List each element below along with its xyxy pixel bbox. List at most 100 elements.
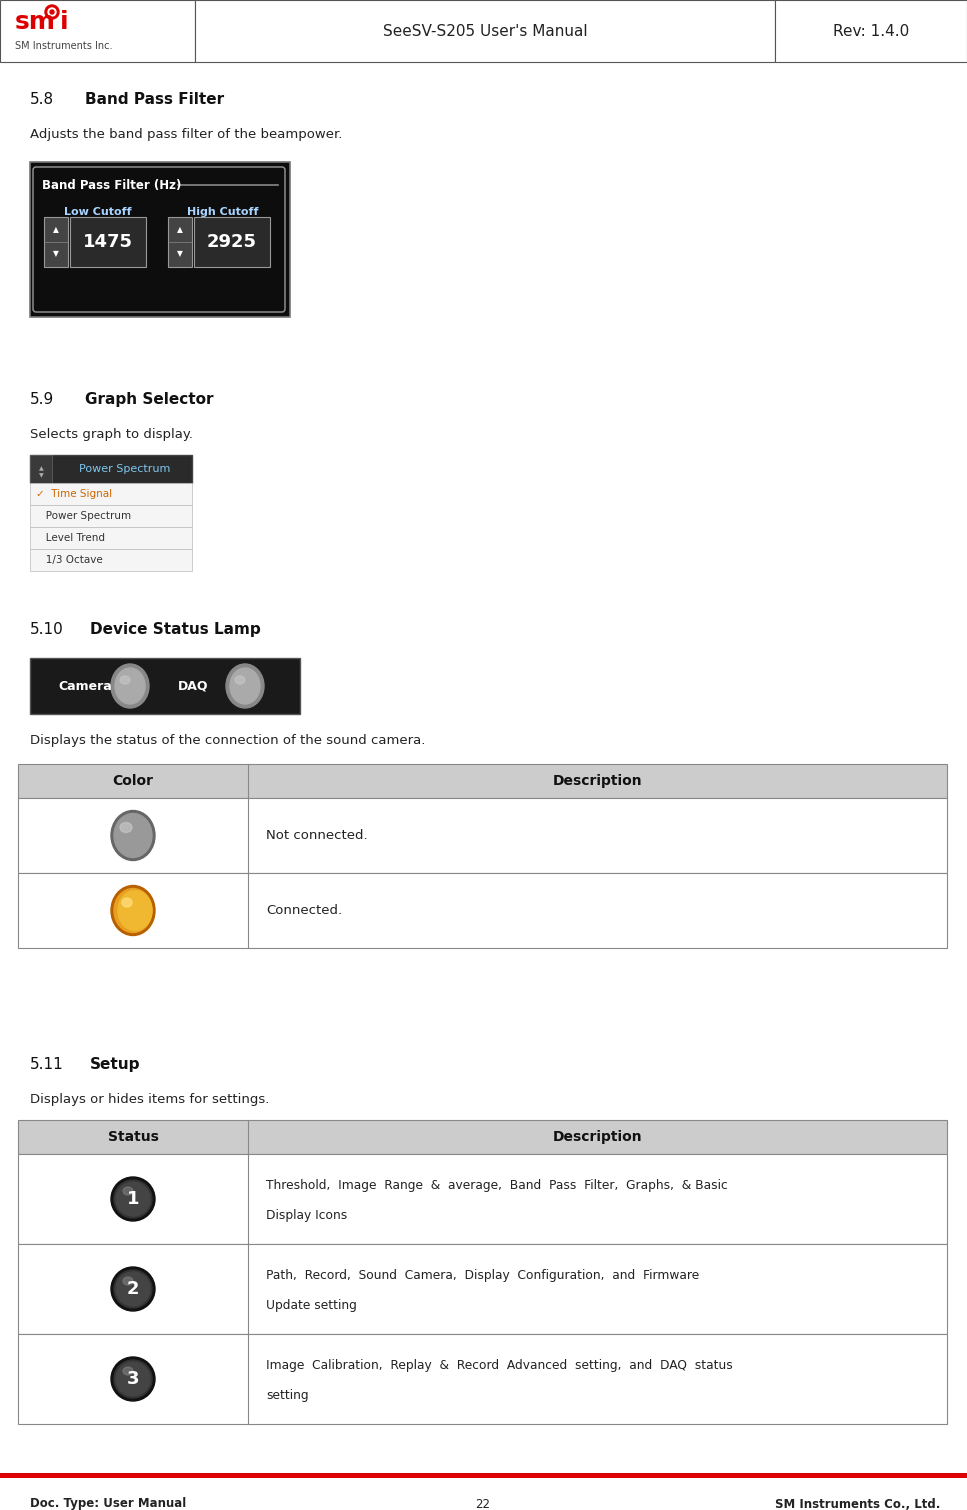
Text: 5.9: 5.9 bbox=[30, 393, 54, 408]
Text: ✓  Time Signal: ✓ Time Signal bbox=[36, 489, 112, 498]
Bar bbox=[70, 217, 146, 267]
Ellipse shape bbox=[115, 667, 145, 704]
Bar bbox=[30, 658, 300, 714]
Ellipse shape bbox=[111, 811, 155, 861]
Text: SM Instruments Co., Ltd.: SM Instruments Co., Ltd. bbox=[775, 1498, 940, 1510]
Text: 1475: 1475 bbox=[83, 233, 133, 251]
Text: Color: Color bbox=[112, 775, 154, 788]
Circle shape bbox=[48, 8, 56, 17]
Text: Description: Description bbox=[553, 775, 642, 788]
Text: ▲: ▲ bbox=[39, 467, 44, 471]
Ellipse shape bbox=[123, 1277, 133, 1285]
Circle shape bbox=[116, 1271, 150, 1306]
Ellipse shape bbox=[120, 676, 130, 684]
Text: 3: 3 bbox=[127, 1370, 139, 1388]
Bar bbox=[30, 550, 192, 571]
Ellipse shape bbox=[226, 664, 264, 708]
Text: Not connected.: Not connected. bbox=[266, 829, 367, 843]
Text: High Cutoff: High Cutoff bbox=[188, 207, 259, 217]
Ellipse shape bbox=[120, 823, 132, 832]
Text: i: i bbox=[60, 11, 69, 35]
Text: Path,  Record,  Sound  Camera,  Display  Configuration,  and  Firmware: Path, Record, Sound Camera, Display Conf… bbox=[266, 1268, 699, 1282]
Text: Rev: 1.4.0: Rev: 1.4.0 bbox=[833, 24, 909, 38]
Circle shape bbox=[45, 5, 59, 20]
Text: Band Pass Filter: Band Pass Filter bbox=[85, 92, 224, 107]
Circle shape bbox=[111, 1176, 155, 1222]
Circle shape bbox=[114, 1361, 152, 1398]
Ellipse shape bbox=[122, 898, 132, 908]
Text: Image  Calibration,  Replay  &  Record  Advanced  setting,  and  DAQ  status: Image Calibration, Replay & Record Advan… bbox=[266, 1359, 733, 1371]
Text: Connected.: Connected. bbox=[266, 904, 342, 917]
Ellipse shape bbox=[230, 667, 260, 704]
Text: 2: 2 bbox=[127, 1280, 139, 1299]
Ellipse shape bbox=[118, 891, 152, 930]
Text: 1/3 Octave: 1/3 Octave bbox=[36, 556, 103, 565]
Text: Power Spectrum: Power Spectrum bbox=[36, 510, 132, 521]
Circle shape bbox=[111, 1267, 155, 1311]
Text: Level Trend: Level Trend bbox=[36, 533, 105, 544]
Bar bbox=[30, 455, 192, 483]
Ellipse shape bbox=[111, 664, 149, 708]
Text: 5.8: 5.8 bbox=[30, 92, 54, 107]
Bar bbox=[18, 764, 947, 797]
Text: ▲: ▲ bbox=[53, 225, 59, 234]
Circle shape bbox=[116, 1362, 150, 1397]
Bar bbox=[194, 217, 270, 267]
Text: Displays the status of the connection of the sound camera.: Displays the status of the connection of… bbox=[30, 734, 425, 747]
Text: Adjusts the band pass filter of the beampower.: Adjusts the band pass filter of the beam… bbox=[30, 128, 342, 140]
Text: Device Status Lamp: Device Status Lamp bbox=[90, 622, 261, 637]
Bar bbox=[195, 0, 775, 62]
Bar bbox=[18, 1154, 947, 1244]
Text: ▼: ▼ bbox=[39, 474, 44, 479]
Text: SeeSV-S205 User's Manual: SeeSV-S205 User's Manual bbox=[383, 24, 587, 38]
Bar bbox=[18, 1120, 947, 1154]
Bar bbox=[44, 217, 68, 267]
Text: Threshold,  Image  Range  &  average,  Band  Pass  Filter,  Graphs,  & Basic: Threshold, Image Range & average, Band P… bbox=[266, 1178, 728, 1191]
Text: 22: 22 bbox=[476, 1498, 490, 1510]
Bar bbox=[30, 527, 192, 550]
Text: Update setting: Update setting bbox=[266, 1299, 357, 1312]
Ellipse shape bbox=[114, 814, 152, 858]
Ellipse shape bbox=[111, 885, 155, 936]
Text: DAQ: DAQ bbox=[178, 680, 208, 693]
Bar bbox=[775, 0, 967, 62]
Circle shape bbox=[116, 1182, 150, 1216]
Ellipse shape bbox=[235, 676, 245, 684]
Ellipse shape bbox=[123, 1187, 133, 1194]
Bar bbox=[18, 797, 947, 873]
Text: Status: Status bbox=[107, 1129, 159, 1145]
Text: setting: setting bbox=[266, 1389, 308, 1401]
Text: 2925: 2925 bbox=[207, 233, 257, 251]
Text: 1: 1 bbox=[127, 1190, 139, 1208]
Bar bbox=[18, 873, 947, 948]
Circle shape bbox=[111, 1357, 155, 1401]
Text: Band Pass Filter (Hz): Band Pass Filter (Hz) bbox=[42, 178, 182, 192]
Bar bbox=[30, 483, 192, 504]
Text: Selects graph to display.: Selects graph to display. bbox=[30, 427, 193, 441]
Text: Setup: Setup bbox=[90, 1057, 140, 1072]
Text: Camera: Camera bbox=[58, 680, 112, 693]
Bar bbox=[168, 217, 192, 267]
Bar bbox=[0, 0, 195, 62]
Text: ▼: ▼ bbox=[177, 249, 183, 258]
Text: Doc. Type: User Manual: Doc. Type: User Manual bbox=[30, 1498, 187, 1510]
Bar bbox=[18, 1333, 947, 1424]
Text: 5.11: 5.11 bbox=[30, 1057, 64, 1072]
Ellipse shape bbox=[114, 888, 152, 933]
Text: Description: Description bbox=[553, 1129, 642, 1145]
Bar bbox=[18, 1244, 947, 1333]
Text: Displays or hides items for settings.: Displays or hides items for settings. bbox=[30, 1093, 270, 1105]
Text: sm: sm bbox=[15, 11, 56, 35]
Circle shape bbox=[50, 11, 54, 14]
Bar bbox=[30, 504, 192, 527]
Text: Power Spectrum: Power Spectrum bbox=[79, 464, 171, 474]
Text: ▲: ▲ bbox=[177, 225, 183, 234]
Bar bbox=[30, 162, 290, 317]
Text: SM Instruments Inc.: SM Instruments Inc. bbox=[15, 41, 112, 51]
Text: Display Icons: Display Icons bbox=[266, 1208, 347, 1222]
Ellipse shape bbox=[123, 1367, 133, 1376]
Text: Low Cutoff: Low Cutoff bbox=[64, 207, 132, 217]
Bar bbox=[0, 1472, 967, 1478]
Circle shape bbox=[114, 1270, 152, 1308]
Text: Graph Selector: Graph Selector bbox=[85, 393, 214, 408]
